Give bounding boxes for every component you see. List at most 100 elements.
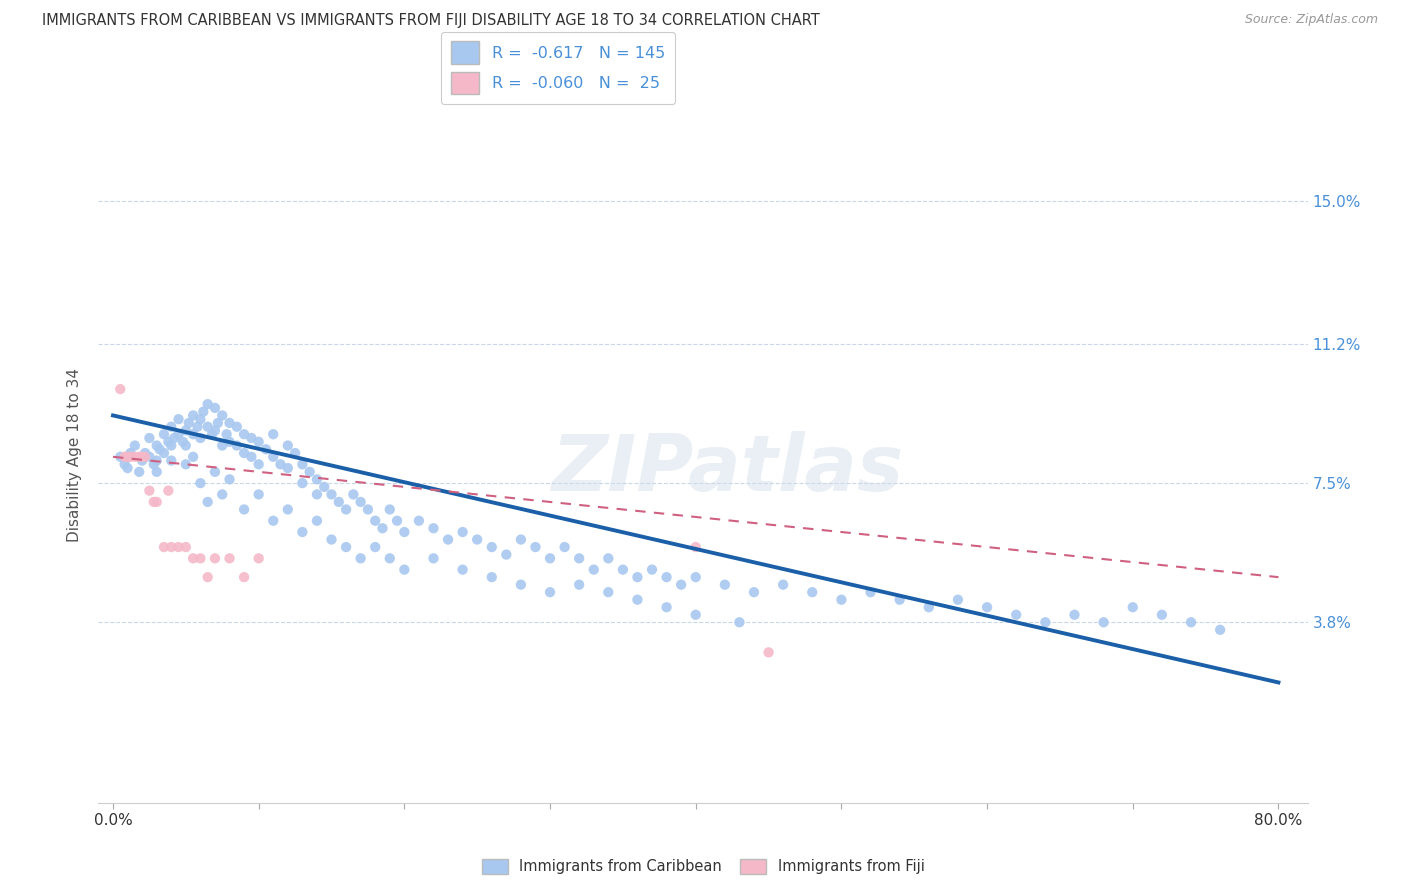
Point bbox=[153, 427, 176, 442]
Point bbox=[335, 540, 357, 554]
Point bbox=[291, 476, 314, 491]
Point bbox=[641, 563, 664, 577]
Point bbox=[465, 533, 488, 547]
Point bbox=[889, 592, 911, 607]
Point bbox=[538, 585, 561, 599]
Point bbox=[240, 450, 263, 464]
Point bbox=[201, 427, 224, 442]
Point bbox=[554, 540, 576, 554]
Point bbox=[247, 434, 270, 449]
Point bbox=[277, 461, 299, 475]
Point bbox=[314, 480, 336, 494]
Point bbox=[134, 446, 156, 460]
Point bbox=[163, 431, 186, 445]
Point bbox=[131, 453, 153, 467]
Point bbox=[174, 438, 197, 452]
Point bbox=[114, 450, 136, 464]
Point bbox=[142, 458, 165, 472]
Point bbox=[378, 551, 401, 566]
Point bbox=[145, 453, 167, 467]
Point bbox=[153, 446, 176, 460]
Point bbox=[247, 551, 270, 566]
Point bbox=[408, 514, 430, 528]
Point bbox=[568, 551, 591, 566]
Point bbox=[197, 570, 219, 584]
Point bbox=[291, 458, 314, 472]
Point bbox=[145, 465, 167, 479]
Point bbox=[181, 551, 204, 566]
Point bbox=[181, 427, 204, 442]
Point bbox=[215, 427, 238, 442]
Point bbox=[218, 416, 240, 430]
Point bbox=[342, 487, 364, 501]
Point bbox=[207, 416, 229, 430]
Point bbox=[190, 476, 212, 491]
Point bbox=[138, 450, 160, 464]
Point bbox=[742, 585, 765, 599]
Point bbox=[437, 533, 460, 547]
Point bbox=[197, 495, 219, 509]
Point bbox=[120, 446, 142, 460]
Point bbox=[946, 592, 969, 607]
Point bbox=[262, 427, 284, 442]
Point bbox=[204, 465, 226, 479]
Point bbox=[568, 577, 591, 591]
Point bbox=[145, 438, 167, 452]
Point bbox=[481, 570, 503, 584]
Point bbox=[598, 551, 620, 566]
Point bbox=[772, 577, 794, 591]
Point bbox=[262, 450, 284, 464]
Point bbox=[233, 446, 256, 460]
Point bbox=[582, 563, 605, 577]
Point bbox=[247, 458, 270, 472]
Point bbox=[1122, 600, 1144, 615]
Point bbox=[218, 472, 240, 486]
Point bbox=[197, 419, 219, 434]
Point bbox=[298, 465, 321, 479]
Y-axis label: Disability Age 18 to 34: Disability Age 18 to 34 bbox=[67, 368, 83, 542]
Point bbox=[364, 514, 387, 528]
Point bbox=[612, 563, 634, 577]
Point bbox=[145, 495, 167, 509]
Point bbox=[626, 592, 648, 607]
Point bbox=[117, 461, 139, 475]
Point bbox=[181, 450, 204, 464]
Point bbox=[197, 397, 219, 411]
Point bbox=[190, 412, 212, 426]
Point bbox=[538, 551, 561, 566]
Point bbox=[394, 524, 416, 539]
Point bbox=[714, 577, 737, 591]
Point bbox=[153, 540, 176, 554]
Point bbox=[422, 521, 444, 535]
Point bbox=[509, 577, 531, 591]
Point bbox=[124, 450, 146, 464]
Point bbox=[1005, 607, 1028, 622]
Point bbox=[124, 438, 146, 452]
Point bbox=[117, 450, 139, 464]
Point bbox=[211, 438, 233, 452]
Point bbox=[685, 607, 707, 622]
Point bbox=[160, 453, 183, 467]
Point bbox=[172, 434, 194, 449]
Point bbox=[277, 438, 299, 452]
Point bbox=[305, 514, 328, 528]
Point bbox=[277, 502, 299, 516]
Point bbox=[371, 521, 394, 535]
Point bbox=[211, 409, 233, 423]
Point bbox=[394, 563, 416, 577]
Point bbox=[758, 645, 780, 659]
Point bbox=[335, 502, 357, 516]
Point bbox=[364, 540, 387, 554]
Point bbox=[481, 540, 503, 554]
Point bbox=[233, 502, 256, 516]
Point bbox=[131, 450, 153, 464]
Point bbox=[509, 533, 531, 547]
Point bbox=[357, 502, 380, 516]
Point bbox=[138, 431, 160, 445]
Point bbox=[218, 434, 240, 449]
Point bbox=[655, 600, 678, 615]
Point bbox=[120, 450, 142, 464]
Point bbox=[160, 540, 183, 554]
Point bbox=[728, 615, 751, 630]
Point bbox=[1092, 615, 1115, 630]
